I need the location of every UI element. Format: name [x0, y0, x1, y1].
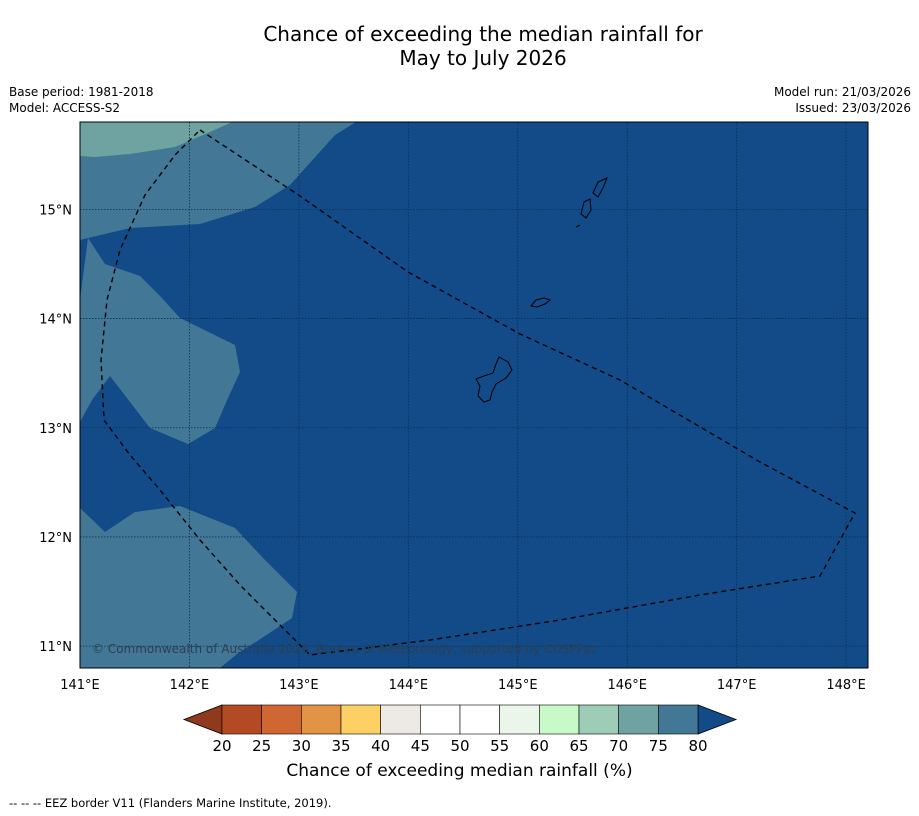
colorbar-title: Chance of exceeding median rainfall (%) [286, 761, 633, 781]
island-aguijan [575, 224, 581, 228]
y-tick-label: 11°N [39, 640, 72, 655]
colorbar-tick-label: 70 [609, 737, 628, 755]
colorbar-tick-label: 20 [212, 737, 231, 755]
colorbar-swatch [539, 704, 580, 735]
x-tick-label: 145°E [498, 678, 538, 693]
x-tick-label: 148°E [826, 678, 866, 693]
x-tick-label: 147°E [717, 678, 757, 693]
colorbar-tick-label: 75 [649, 737, 668, 755]
model-label: Model: ACCESS-S2 [9, 101, 121, 115]
island-guam [475, 356, 513, 403]
colorbar-swatch [459, 704, 500, 735]
x-tick-label: 144°E [389, 678, 429, 693]
colorbar-over-arrow [697, 704, 738, 735]
meta-right: Model run: 21/03/2026 Issued: 23/03/2026 [774, 84, 911, 116]
colorbar-tick-label: 35 [331, 737, 350, 755]
colorbar-swatch [340, 704, 381, 735]
base-period-label: Base period: 1981-2018 [9, 85, 154, 99]
colorbar-swatch [618, 704, 659, 735]
island-rota [530, 297, 552, 308]
chart-title: Chance of exceeding the median rainfall … [0, 22, 919, 70]
issued-label: Issued: 23/03/2026 [795, 101, 911, 115]
colorbar-swatch [301, 704, 342, 735]
eez-footnote: -- -- -- EEZ border V11 (Flanders Marine… [9, 796, 332, 810]
x-tick-label: 143°E [279, 678, 319, 693]
colorbar-swatch [380, 704, 421, 735]
model-run-label: Model run: 21/03/2026 [773, 85, 911, 99]
colorbar-tick-label: 65 [569, 737, 588, 755]
colorbar-swatch [578, 704, 619, 735]
region-65-70-corner [80, 122, 232, 157]
colorbar-swatch [499, 704, 540, 735]
colorbar-under-arrow [182, 704, 223, 735]
y-axis-ticks: 11°N 12°N 13°N 14°N 15°N [39, 203, 72, 655]
meta-left: Base period: 1981-2018 Model: ACCESS-S2 [9, 84, 154, 116]
x-tick-label: 141°E [60, 678, 100, 693]
map-frame [79, 121, 869, 669]
colorbar-tick-label: 25 [252, 737, 271, 755]
colorbar-swatch [221, 704, 262, 735]
forecast-map: © Commonwealth of Australia 2026, Bureau… [39, 121, 869, 755]
colorbar-tick-label: 80 [688, 737, 707, 755]
x-tick-label: 142°E [170, 678, 210, 693]
colorbar-tick-label: 60 [530, 737, 549, 755]
x-axis-ticks: 141°E 142°E 143°E 144°E 145°E 146°E 147°E 148°E [60, 678, 866, 693]
colorbar-swatch [658, 704, 699, 735]
map-area: © Commonwealth of Australia 2026, Bureau… [80, 122, 868, 668]
eez-border [100, 129, 856, 656]
colorbar-tick-label: 45 [411, 737, 430, 755]
island-saipan [592, 177, 608, 198]
title-line-2: May to July 2026 [399, 46, 567, 70]
x-tick-label: 146°E [607, 678, 647, 693]
region-70-75-north [80, 122, 356, 240]
region-70-75-west [80, 238, 240, 444]
y-tick-label: 14°N [39, 313, 72, 328]
colorbar: 20 25 30 35 40 45 50 55 60 65 70 75 80 [182, 704, 738, 755]
colorbar-swatch [261, 704, 302, 735]
colorbar-tick-label: 50 [450, 737, 469, 755]
copyright-text: © Commonwealth of Australia 2026, Bureau… [92, 642, 597, 656]
region-70-75-south [80, 506, 297, 668]
graticule [80, 122, 868, 668]
island-tinian [580, 198, 592, 219]
colorbar-tick-label: 30 [292, 737, 311, 755]
y-tick-label: 15°N [39, 203, 72, 218]
y-tick-label: 13°N [39, 422, 72, 437]
title-line-1: Chance of exceeding the median rainfall … [263, 22, 703, 46]
y-tick-label: 12°N [39, 531, 72, 546]
colorbar-tick-label: 55 [490, 737, 509, 755]
colorbar-swatch [420, 704, 461, 735]
colorbar-tick-label: 40 [371, 737, 390, 755]
